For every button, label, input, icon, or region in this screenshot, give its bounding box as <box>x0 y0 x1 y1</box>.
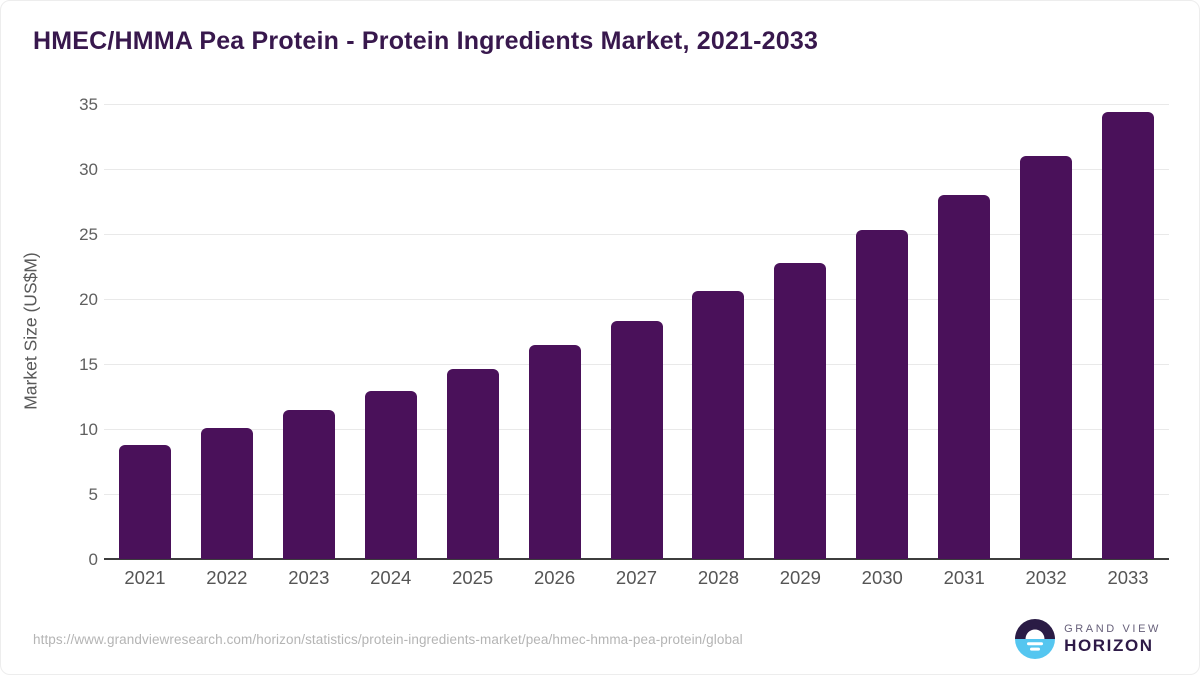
x-tick-label: 2029 <box>779 567 821 588</box>
x-tick-label: 2032 <box>1025 567 1067 588</box>
y-tick-label: 30 <box>79 160 98 179</box>
bar-2033 <box>1102 111 1155 559</box>
grand-view-horizon-logo-icon <box>1015 619 1056 659</box>
y-axis-title: Market Size (US$M) <box>20 252 41 410</box>
gridline <box>104 103 1169 105</box>
x-tick-label: 2021 <box>124 567 166 588</box>
gridline <box>104 233 1169 235</box>
x-tick-label: 2023 <box>288 567 330 588</box>
x-axis-tick-labels: 2021 2022 2023 2024 2025 2026 2027 2028 2029 2030… <box>104 567 1169 597</box>
x-tick-label: 2033 <box>1107 567 1149 588</box>
y-tick-label: 5 <box>88 485 98 504</box>
gridline <box>104 168 1169 170</box>
brand-name-top: GRAND VIEW <box>1064 622 1161 635</box>
bar-2021 <box>118 444 171 559</box>
x-tick-label: 2025 <box>452 567 494 588</box>
x-tick-label: 2027 <box>615 567 658 588</box>
bar-2026 <box>528 344 581 559</box>
bar-2029 <box>774 262 827 559</box>
y-tick-label: 0 <box>88 550 98 569</box>
brand-logo-block: GRAND VIEW HORIZON <box>1015 619 1161 659</box>
x-tick-label: 2028 <box>697 567 739 588</box>
x-tick-label: 2031 <box>943 567 985 588</box>
source-url: https://www.grandviewresearch.com/horizo… <box>33 632 743 647</box>
bar-2022 <box>200 427 253 559</box>
y-tick-label: 15 <box>79 355 98 374</box>
x-tick-label: 2030 <box>861 567 903 588</box>
bar-2031 <box>938 195 991 559</box>
bar-2027 <box>610 321 663 559</box>
y-axis-tick-labels: 0 5 10 15 20 25 30 35 <box>56 95 98 569</box>
y-tick-label: 20 <box>79 290 98 309</box>
y-tick-label: 35 <box>79 95 98 114</box>
y-tick-label: 25 <box>79 225 98 244</box>
brand-name-bottom: HORIZON <box>1064 635 1154 655</box>
x-tick-label: 2022 <box>206 567 248 588</box>
bar-2023 <box>282 409 335 559</box>
bar-2028 <box>692 291 745 559</box>
gridline <box>104 298 1169 300</box>
plot-area <box>104 103 1169 560</box>
x-tick-label: 2026 <box>533 567 576 588</box>
chart-title: HMEC/HMMA Pea Protein - Protein Ingredie… <box>33 27 819 55</box>
bar-2024 <box>364 391 417 559</box>
x-axis-line <box>104 558 1169 560</box>
bar-2032 <box>1020 156 1073 559</box>
x-tick-label: 2024 <box>370 567 412 588</box>
bar-2025 <box>446 369 499 559</box>
y-tick-label: 10 <box>79 420 98 439</box>
bar-2030 <box>856 230 909 559</box>
